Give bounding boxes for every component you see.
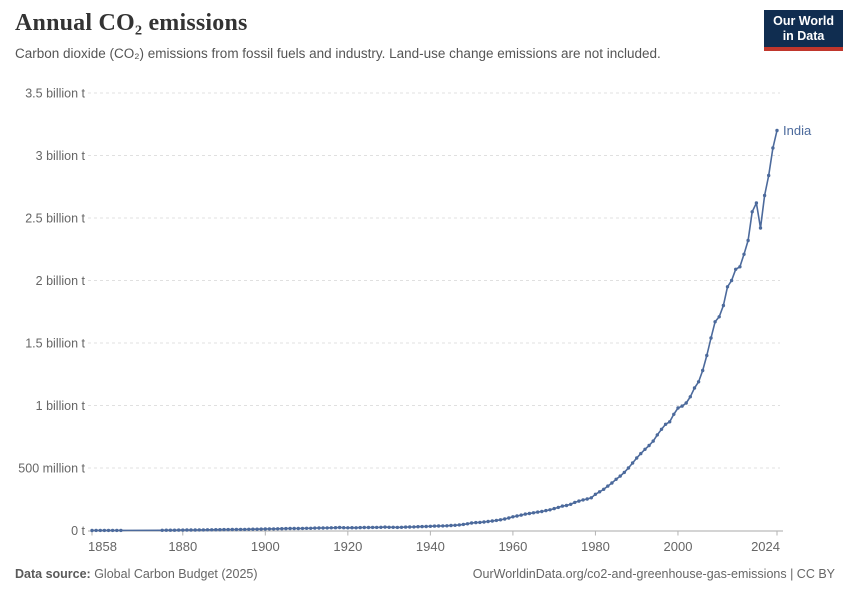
chart-header: Annual CO₂ emissions Carbon dioxide (CO₂… [15,10,755,61]
y-tick-label: 2 billion t [36,274,86,288]
owid-logo-line1: Our World [773,14,834,28]
x-tick-label: 2000 [664,539,693,554]
x-tick-label: 1858 [88,539,117,554]
india-emissions-line[interactable] [91,129,778,532]
x-tick-label: 1940 [416,539,445,554]
y-axis-labels: 0 t 500 million t 1 billion t 1.5 billion t… [18,87,85,539]
data-source-note: Data source: Global Carbon Budget (2025) [15,567,258,581]
chart-footer: Data source: Global Carbon Budget (2025)… [15,567,835,581]
owid-logo[interactable]: Our World in Data [764,10,843,51]
y-tick-label: 2.5 billion t [25,212,85,226]
y-tick-label: 0 t [71,524,85,538]
data-source-value: Global Carbon Budget (2025) [90,567,258,581]
chart-title: Annual CO₂ emissions [15,10,248,36]
y-gridlines [88,92,780,469]
data-source-label: Data source: [15,567,91,581]
y-tick-label: 3.5 billion t [25,87,85,101]
y-tick-label: 3 billion t [36,149,86,163]
x-axis-labels: 1858 1880 1900 1920 1940 1960 1980 2000 2024 [88,539,780,554]
x-tick-label: 2024 [751,539,780,554]
x-tick-label: 1920 [333,539,362,554]
y-tick-label: 500 million t [18,462,85,476]
y-tick-label: 1 billion t [36,399,86,413]
x-tick-label: 1960 [498,539,527,554]
x-tick-label: 1980 [581,539,610,554]
owid-logo-line2: in Data [782,29,825,43]
x-tick-label: 1900 [251,539,280,554]
x-tick-label: 1880 [168,539,197,554]
attribution-license: OurWorldinData.org/co2-and-greenhouse-ga… [472,567,835,581]
y-tick-label: 1.5 billion t [25,337,85,351]
india-data-points[interactable] [90,128,779,533]
x-axis [88,530,783,536]
chart-subtitle: Carbon dioxide (CO₂) emissions from foss… [15,46,661,61]
entity-label-india[interactable]: India [783,123,812,138]
